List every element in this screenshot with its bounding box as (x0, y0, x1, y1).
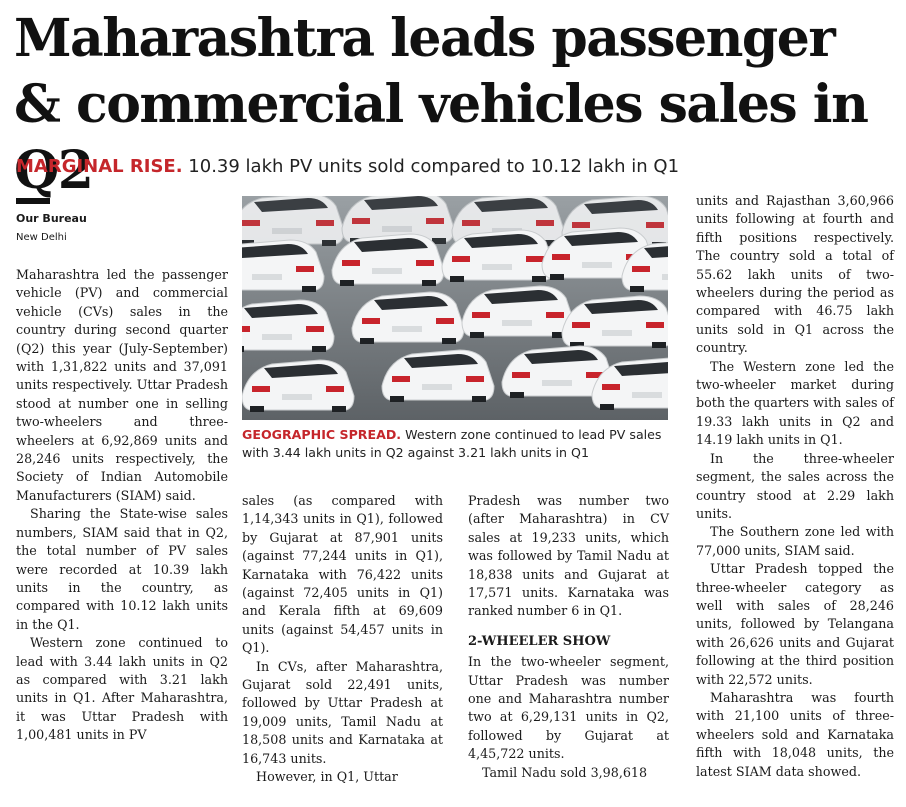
article-paragraph: In the two-wheeler segment, Uttar Prades… (468, 654, 669, 762)
article-column-3: Pradesh was number two (after Maharashtr… (468, 492, 669, 782)
car-rows-illustration (242, 196, 668, 420)
article-paragraph: Maharashtra was fourth with 21,100 units… (696, 689, 894, 779)
article-paragraph: sales (as compared with 1,14,343 units i… (242, 493, 443, 656)
article-paragraph: The Southern zone led with 77,000 units,… (696, 524, 894, 558)
article-paragraph: Western zone continued to lead with 3.44… (16, 635, 228, 743)
article-paragraph: Uttar Pradesh topped the three-wheeler c… (696, 561, 894, 687)
caption-kicker: GEOGRAPHIC SPREAD. (242, 427, 402, 442)
dateline: New Delhi (16, 232, 67, 243)
article-column-4: units and Rajasthan 3,60,966 units follo… (696, 192, 894, 781)
article-paragraph: units and Rajasthan 3,60,966 units follo… (696, 193, 894, 356)
subhead-text: 10.39 lakh PV units sold compared to 10.… (182, 156, 680, 177)
article-paragraph: In the three-wheeler segment, the sales … (696, 450, 894, 521)
article-paragraph: Sharing the State-wise sales numbers, SI… (16, 506, 228, 632)
article-paragraph: In CVs, after Maharashtra, Gujarat sold … (242, 658, 443, 766)
article-column-2: sales (as compared with 1,14,343 units i… (242, 492, 443, 787)
parked-white-cars-photo (242, 196, 668, 420)
article-paragraph: However, in Q1, Uttar (256, 769, 398, 785)
article-paragraph: Maharashtra led the passenger vehicle (P… (16, 267, 228, 503)
subhead-kicker: MARGINAL RISE. (16, 156, 183, 177)
article-paragraph: Pradesh was number two (after Maharashtr… (468, 493, 669, 619)
article-paragraph: Tamil Nadu sold 3,98,618 (482, 764, 648, 780)
article-column-1: Maharashtra led the passenger vehicle (P… (16, 266, 228, 745)
photo-caption: GEOGRAPHIC SPREAD. Western zone continue… (242, 426, 672, 462)
byline: Our Bureau (16, 212, 87, 225)
section-subheading: 2-WHEELER SHOW (468, 633, 611, 649)
article-paragraph: The Western zone led the two-wheeler mar… (696, 358, 894, 448)
headline: Maharashtra leads passenger & commercial… (14, 8, 869, 201)
subheadline: MARGINAL RISE. 10.39 lakh PV units sold … (16, 156, 896, 177)
byline-rule (16, 198, 50, 204)
caption-text: Western zone continued to lead PV sales … (242, 427, 662, 460)
